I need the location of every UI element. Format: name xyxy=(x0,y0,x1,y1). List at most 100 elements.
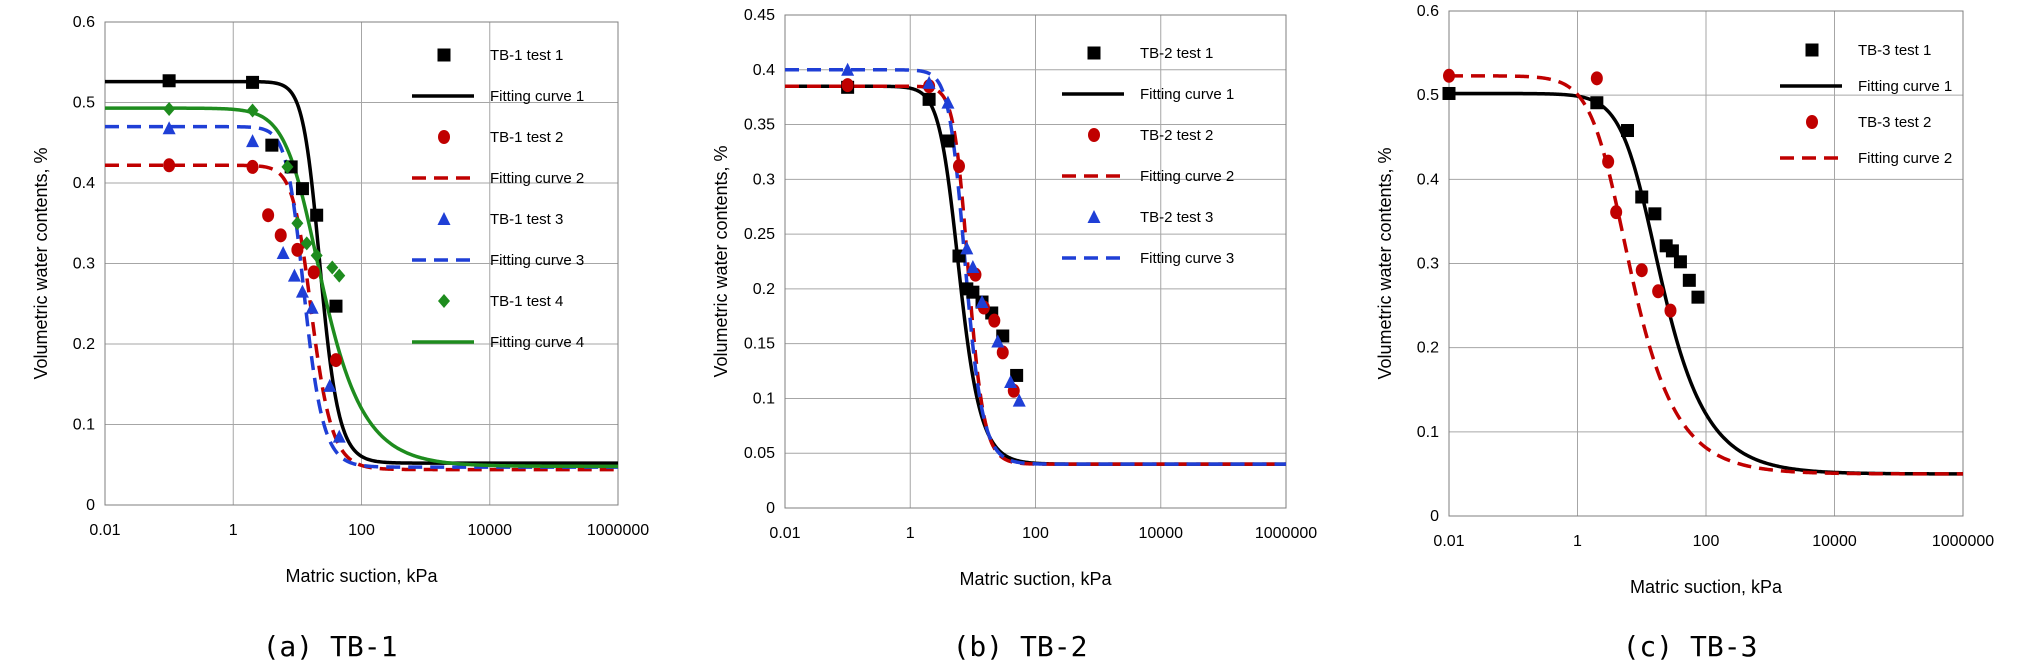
legend-marker xyxy=(1088,128,1100,142)
y-tick-label: 0 xyxy=(86,497,95,514)
legend-label: TB-2 test 3 xyxy=(1140,209,1213,226)
legend-marker xyxy=(1087,46,1101,60)
fitting-curve-line xyxy=(785,84,1286,466)
plot-area-frame xyxy=(104,21,619,506)
legend-label: TB-2 test 2 xyxy=(1140,127,1213,144)
x-tick-label: 1 xyxy=(906,525,915,542)
data-point xyxy=(1590,96,1604,110)
y-tick-label: 0.45 xyxy=(744,7,775,24)
data-point xyxy=(941,134,955,148)
chart-c-svg: 0 0.1 0.2 0.3 0.4 0.5 0.6 0.01 1 100 10000 1000000 M… xyxy=(1375,3,1994,597)
x-tick-label: 1000000 xyxy=(1255,525,1317,542)
legend-marker xyxy=(438,130,450,144)
data-point xyxy=(1648,207,1662,221)
chart-b-svg: 0 0.05 0.1 0.15 0.2 0.25 0.3 0.35 0.4 0.45 0.01 1 10… xyxy=(711,7,1317,589)
data-point xyxy=(988,313,1001,328)
chart-panel-b: 0 0.05 0.1 0.15 0.2 0.25 0.3 0.35 0.4 0.45 0.01 1 10… xyxy=(690,0,1350,669)
y-axis-title: Volumetric water contents, % xyxy=(31,147,51,379)
x-tick-label: 10000 xyxy=(468,522,513,539)
data-point xyxy=(1682,273,1696,287)
x-tick-label: 100 xyxy=(1022,525,1049,542)
data-point xyxy=(991,334,1005,348)
data-point xyxy=(1012,393,1026,407)
x-tick-label: 1 xyxy=(229,522,238,539)
x-tick-label: 0.01 xyxy=(89,522,120,539)
legend-label: TB-1 test 1 xyxy=(490,47,563,64)
data-point xyxy=(960,241,974,255)
data-point xyxy=(1010,368,1024,382)
data-point xyxy=(295,182,309,196)
data-point xyxy=(1442,86,1456,100)
legend-label: Fitting curve 3 xyxy=(490,252,584,269)
y-tick-label: 0.1 xyxy=(1417,424,1439,441)
x-tick-label: 1000000 xyxy=(1932,533,1994,550)
data-point xyxy=(1590,71,1603,86)
data-point xyxy=(310,248,323,263)
x-tick-label: 10000 xyxy=(1139,525,1184,542)
x-tick-label: 100 xyxy=(348,522,375,539)
data-point xyxy=(326,260,339,275)
chart-panel-a: 0 0.1 0.2 0.3 0.4 0.5 0.6 0.01 1 100 10000 1000000 M… xyxy=(0,0,660,669)
fitting-curve-line xyxy=(785,68,1286,466)
legend-label: TB-2 test 1 xyxy=(1140,45,1213,62)
data-point xyxy=(246,103,259,118)
data-point xyxy=(1635,190,1649,204)
data-point xyxy=(941,95,955,109)
legend-marker xyxy=(1805,43,1819,57)
chart-b-caption: (b) TB-2 xyxy=(952,630,1088,663)
data-point xyxy=(163,101,176,116)
data-point xyxy=(1004,375,1018,389)
legend-label: Fitting curve 2 xyxy=(490,170,584,187)
legend-label: TB-1 test 4 xyxy=(490,293,563,310)
x-tick-label: 10000 xyxy=(1812,533,1857,550)
y-tick-label: 0.1 xyxy=(753,390,775,407)
legend-label: Fitting curve 2 xyxy=(1140,168,1234,185)
legend-label: TB-1 test 3 xyxy=(490,211,563,228)
x-axis-title: Matric suction, kPa xyxy=(959,569,1112,589)
y-tick-label: 0.2 xyxy=(1417,340,1439,357)
legend-label: Fitting curve 2 xyxy=(1858,150,1952,167)
y-tick-label: 0.25 xyxy=(744,226,775,243)
data-point xyxy=(841,62,855,76)
data-point xyxy=(305,300,319,314)
fitting-curve-line xyxy=(105,79,618,465)
legend-label: Fitting curve 1 xyxy=(490,88,584,105)
data-point xyxy=(163,158,176,173)
y-tick-label: 0.2 xyxy=(753,281,775,298)
y-tick-label: 0.15 xyxy=(744,336,775,353)
data-point xyxy=(265,138,279,152)
legend-label: TB-3 test 1 xyxy=(1858,42,1931,59)
legend-label: Fitting curve 4 xyxy=(490,334,584,351)
y-tick-label: 0.3 xyxy=(73,256,95,273)
fitting-curve-line xyxy=(105,106,618,469)
data-point xyxy=(300,236,313,251)
y-tick-label: 0.3 xyxy=(753,171,775,188)
chart-c-caption: (c) TB-3 xyxy=(1622,630,1758,663)
data-point xyxy=(307,265,320,280)
data-point xyxy=(246,134,260,148)
data-point xyxy=(332,429,346,443)
legend-label: Fitting curve 1 xyxy=(1140,86,1234,103)
data-point xyxy=(1635,263,1648,278)
plot-area-frame xyxy=(784,14,1287,509)
x-tick-label: 100 xyxy=(1693,533,1720,550)
y-tick-label: 0.6 xyxy=(1417,3,1439,20)
y-tick-label: 0.2 xyxy=(73,336,95,353)
y-axis-title: Volumetric water contents, % xyxy=(711,145,731,377)
data-point xyxy=(246,159,259,174)
data-point xyxy=(274,228,287,243)
plot-area-frame xyxy=(1448,10,1964,517)
data-point xyxy=(291,242,304,257)
y-tick-label: 0.5 xyxy=(73,95,95,112)
data-point xyxy=(323,378,337,392)
data-point xyxy=(922,92,936,106)
y-tick-label: 0 xyxy=(766,500,775,517)
chart-panel-c: 0 0.1 0.2 0.3 0.4 0.5 0.6 0.01 1 100 10000 1000000 M… xyxy=(1360,0,2031,669)
data-point xyxy=(329,353,342,368)
chart-a-svg: 0 0.1 0.2 0.3 0.4 0.5 0.6 0.01 1 100 10000 1000000 M… xyxy=(31,14,649,586)
x-tick-label: 1 xyxy=(1573,533,1582,550)
y-tick-label: 0 xyxy=(1430,508,1439,525)
data-point xyxy=(281,159,294,174)
data-point xyxy=(1443,68,1455,83)
legend-label: Fitting curve 3 xyxy=(1140,250,1234,267)
